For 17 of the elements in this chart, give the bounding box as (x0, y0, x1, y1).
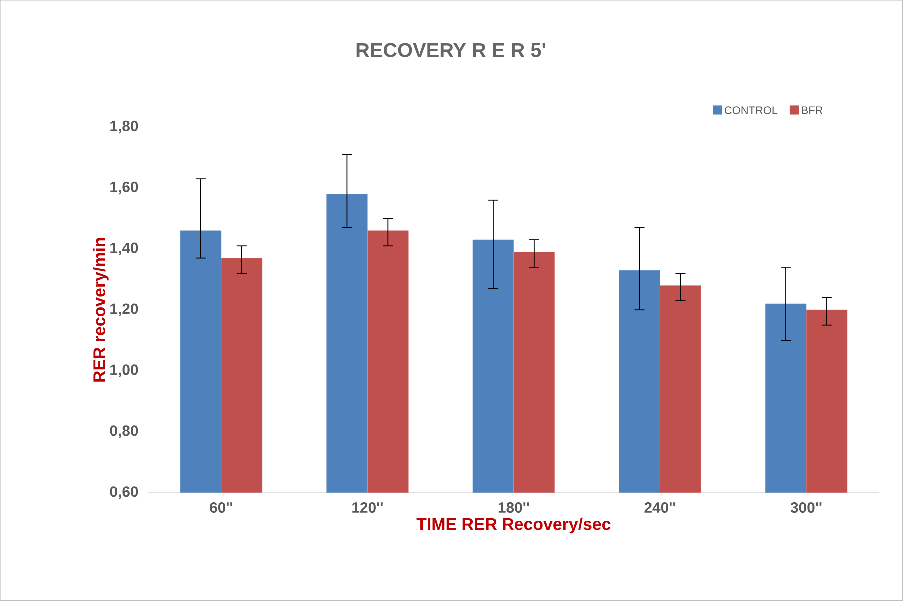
y-axis-title: RER recovery/min (93, 238, 109, 382)
legend-label: BFR (802, 106, 823, 114)
x-axis-title: TIME RER Recovery/sec (416, 518, 611, 534)
y-tick-label: 1,80 (110, 120, 138, 134)
x-tick-label: 300'' (790, 502, 822, 513)
y-tick-label: 1,60 (110, 182, 138, 194)
x-tick-label: 60'' (210, 502, 232, 513)
legend-label: CONTROL (725, 106, 778, 114)
y-tick-label: 1,40 (110, 242, 138, 256)
chart-title: RECOVERY R E R 5' (356, 43, 546, 58)
y-tick-label: 0,80 (110, 426, 138, 438)
y-tick-label: 0,60 (110, 486, 138, 500)
y-tick-label: 1,00 (110, 364, 138, 378)
x-tick-label: 240'' (644, 502, 676, 513)
x-tick-label: 180'' (498, 502, 530, 513)
x-tick-label: 120'' (352, 502, 383, 513)
y-tick-label: 1,20 (110, 304, 138, 316)
